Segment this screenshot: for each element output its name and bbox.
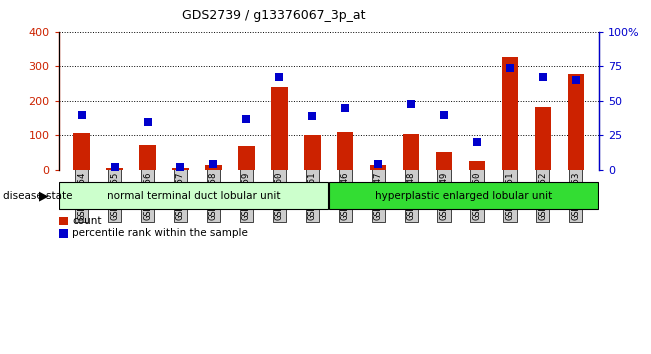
Point <box>340 105 350 110</box>
Point <box>143 119 153 125</box>
Text: ▶: ▶ <box>39 189 49 202</box>
Bar <box>173 168 189 170</box>
Bar <box>568 74 584 170</box>
FancyBboxPatch shape <box>59 182 328 209</box>
Point <box>208 161 219 167</box>
Point <box>76 112 87 118</box>
Bar <box>403 134 419 170</box>
Bar <box>502 57 518 170</box>
Point <box>472 139 482 145</box>
Point <box>307 113 318 119</box>
Text: normal terminal duct lobular unit: normal terminal duct lobular unit <box>107 190 281 201</box>
Bar <box>271 87 288 170</box>
Text: hyperplastic enlarged lobular unit: hyperplastic enlarged lobular unit <box>375 190 553 201</box>
Point <box>439 112 449 118</box>
Bar <box>436 152 452 170</box>
Bar <box>337 132 353 170</box>
Text: count: count <box>72 216 102 226</box>
Point <box>241 116 251 122</box>
Point <box>373 161 383 167</box>
Point <box>505 65 515 70</box>
Bar <box>106 168 123 170</box>
Bar <box>370 165 387 170</box>
Bar <box>304 135 320 170</box>
Bar <box>238 147 255 170</box>
Bar <box>534 107 551 170</box>
Bar <box>469 161 485 170</box>
Point <box>406 101 417 107</box>
Point <box>175 164 186 170</box>
Point <box>109 164 120 170</box>
FancyBboxPatch shape <box>329 182 598 209</box>
Bar <box>59 229 68 238</box>
Text: disease state: disease state <box>3 190 73 201</box>
Point <box>274 75 284 80</box>
Text: GDS2739 / g13376067_3p_at: GDS2739 / g13376067_3p_at <box>182 9 365 22</box>
Bar <box>74 133 90 170</box>
Bar <box>139 145 156 170</box>
Point <box>538 75 548 80</box>
Text: percentile rank within the sample: percentile rank within the sample <box>72 228 248 239</box>
Bar <box>59 217 68 225</box>
Bar <box>205 165 222 170</box>
Point <box>571 77 581 83</box>
